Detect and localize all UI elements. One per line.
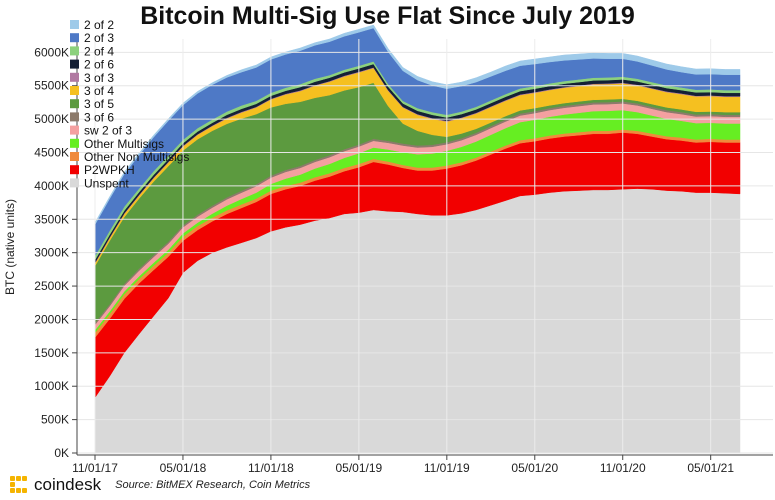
legend-item: 3 of 6	[70, 110, 114, 124]
legend-swatch	[70, 165, 79, 175]
legend-item: 3 of 3	[70, 71, 114, 85]
y-tick-label: 6000K	[34, 45, 69, 59]
legend-swatch	[70, 72, 79, 82]
y-tick-label: 4000K	[34, 179, 69, 193]
legend-swatch	[70, 178, 79, 188]
legend: 2 of 22 of 32 of 42 of 63 of 33 of 43 of…	[70, 18, 189, 190]
x-tick-label: 11/01/17	[72, 461, 118, 475]
legend-label: 2 of 3	[84, 31, 114, 45]
x-tick-label: 05/01/19	[336, 461, 383, 475]
legend-item: 2 of 4	[70, 44, 114, 58]
coindesk-logo-text: coindesk	[34, 475, 102, 494]
legend-swatch	[70, 138, 79, 148]
legend-label: Other Multisigs	[84, 137, 164, 151]
y-axis-label: BTC (native units)	[3, 199, 17, 295]
legend-label: sw 2 of 3	[84, 124, 132, 138]
legend-item: 2 of 3	[70, 31, 114, 45]
x-tick-label: 05/01/21	[687, 461, 734, 475]
legend-label: 3 of 4	[84, 84, 114, 98]
legend-item: 3 of 4	[70, 84, 114, 98]
legend-swatch	[70, 46, 79, 56]
area-2-of-2	[94, 24, 741, 226]
legend-item: Other Multisigs	[70, 137, 164, 151]
y-tick-label: 5000K	[34, 112, 69, 126]
axes: 0K 500K 1000K 1500K 2000K 2500K 3000K 3500K 4000…	[3, 39, 773, 475]
stacked-areas	[94, 24, 741, 454]
legend-label: P2WPKH	[84, 163, 135, 177]
legend-swatch	[70, 59, 79, 69]
legend-label: 3 of 5	[84, 97, 114, 111]
y-tick-label: 1500K	[34, 346, 69, 360]
y-tick-label: 500K	[41, 413, 69, 427]
chart-title: Bitcoin Multi-Sig Use Flat Since July 20…	[140, 2, 635, 30]
source-note: Source: BitMEX Research, Coin Metrics	[115, 479, 311, 491]
coindesk-logo-icon	[10, 476, 28, 494]
x-tick-label: 11/01/18	[248, 461, 294, 475]
legend-label: Unspent	[84, 176, 129, 190]
x-tick-label: 11/01/20	[600, 461, 646, 475]
legend-swatch	[70, 20, 79, 29]
legend-item: sw 2 of 3	[70, 124, 132, 138]
x-tick-label: 05/01/20	[511, 461, 558, 475]
y-tick-label: 3000K	[34, 246, 69, 260]
legend-label: 2 of 6	[84, 58, 114, 72]
y-tick-label: 0K	[54, 446, 69, 460]
legend-item: Other Non Multisigs	[70, 150, 189, 164]
legend-swatch	[70, 125, 79, 135]
legend-item: P2WPKH	[70, 163, 135, 177]
y-tick-label: 2500K	[34, 279, 69, 293]
footer: coindesk Source: BitMEX Research, Coin M…	[10, 474, 310, 496]
y-tick-label: 5500K	[34, 79, 69, 93]
legend-item: 3 of 5	[70, 97, 114, 111]
legend-item: 2 of 2	[70, 18, 114, 32]
legend-item: Unspent	[70, 176, 129, 190]
legend-swatch	[70, 86, 79, 95]
legend-label: 3 of 6	[84, 110, 114, 124]
legend-swatch	[70, 99, 79, 109]
legend-item: 2 of 6	[70, 58, 114, 72]
x-tick-label: 05/01/18	[160, 461, 207, 475]
y-tick-label: 4500K	[34, 146, 69, 160]
legend-swatch	[70, 112, 79, 122]
legend-label: 3 of 3	[84, 71, 114, 85]
legend-swatch	[70, 33, 79, 43]
x-tick-label: 11/01/19	[424, 461, 470, 475]
legend-label: 2 of 4	[84, 44, 114, 58]
y-tick-label: 3500K	[34, 212, 69, 226]
y-tick-label: 2000K	[34, 312, 69, 326]
y-tick-label: 1000K	[34, 379, 69, 393]
legend-label: Other Non Multisigs	[84, 150, 189, 164]
legend-label: 2 of 2	[84, 18, 114, 32]
legend-swatch	[70, 152, 79, 161]
